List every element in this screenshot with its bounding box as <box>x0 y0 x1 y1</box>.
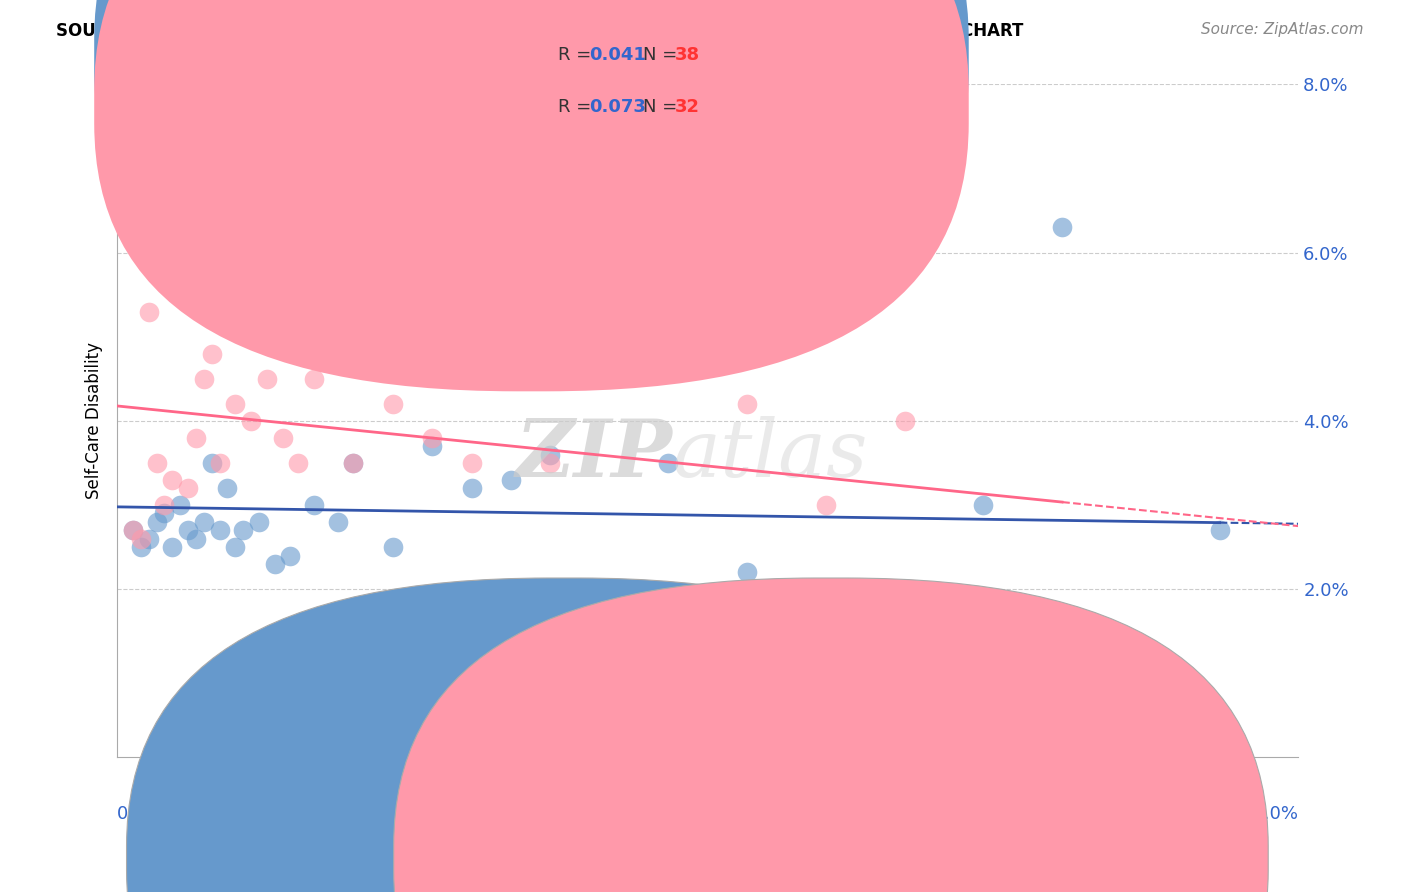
Point <box>657 456 679 470</box>
Point <box>326 220 349 235</box>
Point <box>499 607 522 622</box>
Point <box>169 498 191 512</box>
Point <box>162 540 184 554</box>
Point <box>578 228 600 243</box>
Point <box>169 287 191 301</box>
Point <box>302 372 325 386</box>
Point <box>247 515 270 529</box>
Point <box>1050 220 1073 235</box>
Text: ZIP: ZIP <box>516 416 672 493</box>
Point <box>153 498 176 512</box>
Point <box>499 473 522 487</box>
Text: South American Indians: South American Indians <box>591 849 789 867</box>
Point <box>217 481 239 495</box>
Point <box>271 431 294 445</box>
Point <box>538 448 561 462</box>
Point <box>342 456 364 470</box>
Point <box>460 481 482 495</box>
Point <box>893 649 915 664</box>
Text: 0.041: 0.041 <box>589 46 645 64</box>
Point <box>814 498 837 512</box>
Point <box>208 523 231 537</box>
Point <box>224 397 246 411</box>
Point <box>224 540 246 554</box>
Point <box>538 456 561 470</box>
Text: N =: N = <box>643 46 682 64</box>
Point <box>138 532 160 546</box>
Point <box>302 498 325 512</box>
Point <box>177 523 200 537</box>
Point <box>232 523 254 537</box>
Point <box>138 304 160 318</box>
Point <box>162 473 184 487</box>
Point <box>184 532 207 546</box>
Point <box>193 515 215 529</box>
Text: atlas: atlas <box>672 416 868 493</box>
Point <box>263 557 285 571</box>
Text: Immigrants from Panama: Immigrants from Panama <box>858 849 1069 867</box>
Text: N =: N = <box>643 98 682 116</box>
Point <box>129 532 152 546</box>
Point <box>932 632 955 647</box>
Point <box>460 456 482 470</box>
Point <box>735 397 758 411</box>
Point <box>201 346 224 360</box>
Text: 38: 38 <box>675 46 700 64</box>
Point <box>814 641 837 656</box>
Point <box>893 414 915 428</box>
Text: Source: ZipAtlas.com: Source: ZipAtlas.com <box>1201 22 1364 37</box>
Point <box>578 228 600 243</box>
Text: R =: R = <box>558 98 598 116</box>
Point <box>381 397 404 411</box>
Point <box>1090 641 1112 656</box>
Point <box>381 540 404 554</box>
Point <box>145 456 167 470</box>
Point <box>287 456 309 470</box>
Point <box>208 456 231 470</box>
Text: SOUTH AMERICAN INDIAN VS IMMIGRANTS FROM PANAMA SELF-CARE DISABILITY CORRELATION: SOUTH AMERICAN INDIAN VS IMMIGRANTS FROM… <box>56 22 1024 40</box>
Point <box>617 262 640 277</box>
Point <box>240 414 263 428</box>
Text: 0.073: 0.073 <box>589 98 645 116</box>
Text: 0.0%: 0.0% <box>117 805 163 822</box>
Point <box>735 566 758 580</box>
Point <box>129 540 152 554</box>
Point <box>145 515 167 529</box>
Point <box>342 456 364 470</box>
Point <box>177 481 200 495</box>
Point <box>184 431 207 445</box>
Point <box>972 641 994 656</box>
Point <box>193 372 215 386</box>
Text: 15.0%: 15.0% <box>1241 805 1298 822</box>
Point <box>122 523 145 537</box>
Point <box>256 372 278 386</box>
Point <box>153 507 176 521</box>
Point <box>420 439 443 453</box>
Point <box>1208 523 1230 537</box>
Text: R =: R = <box>558 46 598 64</box>
Y-axis label: Self-Care Disability: Self-Care Disability <box>86 343 103 500</box>
Point <box>1050 641 1073 656</box>
Point <box>122 523 145 537</box>
Text: 32: 32 <box>675 98 700 116</box>
Point <box>420 431 443 445</box>
Point <box>201 456 224 470</box>
Point <box>1129 649 1152 664</box>
Point <box>657 220 679 235</box>
Point <box>972 498 994 512</box>
Point <box>280 549 302 563</box>
Point <box>326 515 349 529</box>
